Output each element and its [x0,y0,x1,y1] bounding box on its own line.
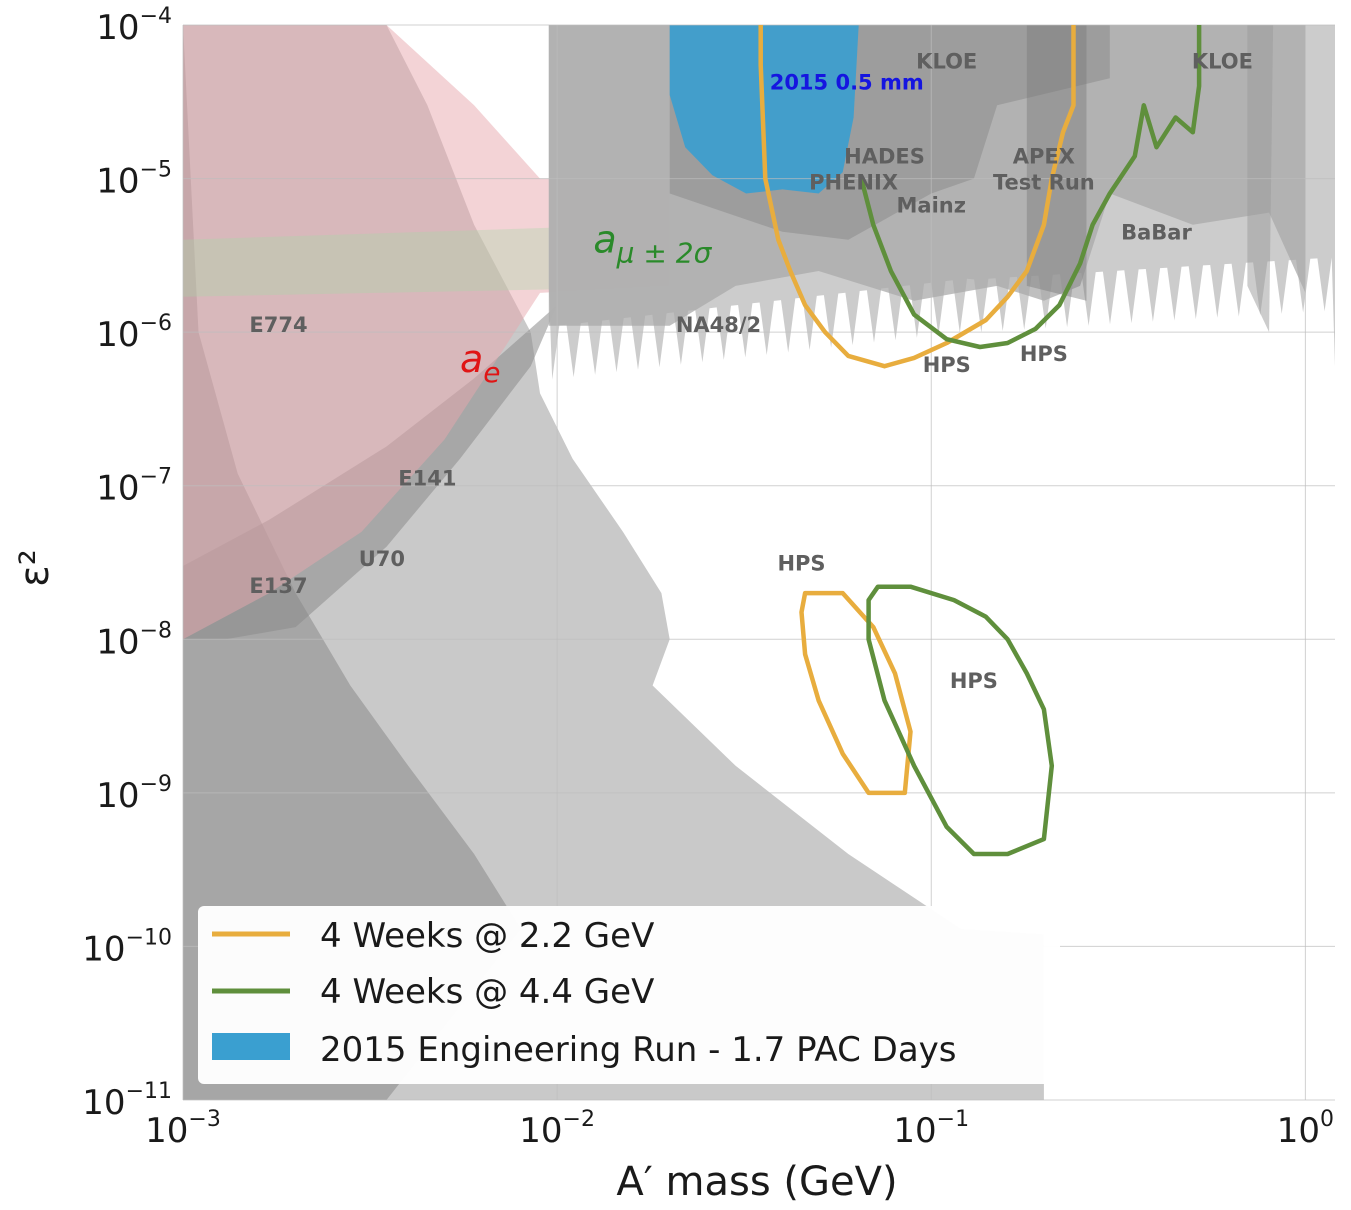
region-label-10: E141 [398,467,456,491]
y-axis-title: ε² [12,549,58,587]
legend-label-2-2gev: 4 Weeks @ 2.2 GeV [320,916,654,956]
region-label-9: E774 [249,313,307,337]
series-line-3 [866,584,1055,857]
region-label-12: E137 [249,574,307,598]
region-label-4: Mainz [897,194,966,218]
region-label-16: HPS [950,669,998,693]
legend: 4 Weeks @ 2.2 GeV 4 Weeks @ 4.4 GeV 2015… [198,906,1060,1084]
region-label-15: HPS [777,552,825,576]
legend-label-4-4gev: 4 Weeks @ 4.4 GeV [320,972,654,1012]
y-tick-label-6: 10−10 [82,925,172,969]
region-label-8: NA48/2 [676,313,761,337]
region-label-13: HPS [923,353,971,377]
region-label-3: PHENIX [809,170,898,194]
region-label-0: KLOE [916,50,977,74]
x-axis-title: A′ mass (GeV) [616,1159,897,1205]
legend-box [198,906,1060,1084]
y-tick-label-5: 10−9 [96,772,172,816]
region-label-11: U70 [359,547,405,571]
region-e137 [183,25,521,1100]
legend-label-engineering-run: 2015 Engineering Run - 1.7 PAC Days [320,1030,957,1070]
annotation-0: 2015 0.5 mm [770,71,924,95]
annotation-1: ae [460,337,501,389]
series-line-0 [758,25,1076,369]
y-tick-label-2: 10−6 [96,311,172,355]
series [758,25,1202,857]
series-line-2 [799,590,913,796]
x-tick-label-0: 10−3 [145,1107,221,1151]
x-tick-label-1: 10−2 [519,1107,595,1151]
region-label-5: APEX [1013,145,1075,169]
annotation-2: aμ ± 2σ [593,218,712,270]
y-tick-label-1: 10−5 [96,158,172,202]
y-tick-label-4: 10−8 [96,618,172,662]
tick-labels: 10−3 10−2 10−1 100 10−4 10−5 10−6 10−7 10−8 10−9 1… [82,4,1334,1151]
region-label-2: HADES [844,145,925,169]
y-tick-label-0: 10−4 [96,4,172,48]
region-label-6: Test Run [993,170,1095,194]
legend-swatch-engineering-run [212,1033,290,1060]
series-line-1 [859,25,1202,350]
x-tick-label-2: 10−1 [893,1107,969,1151]
region-label-7: BaBar [1121,221,1192,245]
y-tick-label-3: 10−7 [96,465,172,509]
region-label-14: HPS [1020,342,1068,366]
region-label-1: KLOE [1192,50,1253,74]
y-tick-label-7: 10−11 [82,1079,172,1123]
x-tick-label-3: 100 [1277,1107,1334,1151]
